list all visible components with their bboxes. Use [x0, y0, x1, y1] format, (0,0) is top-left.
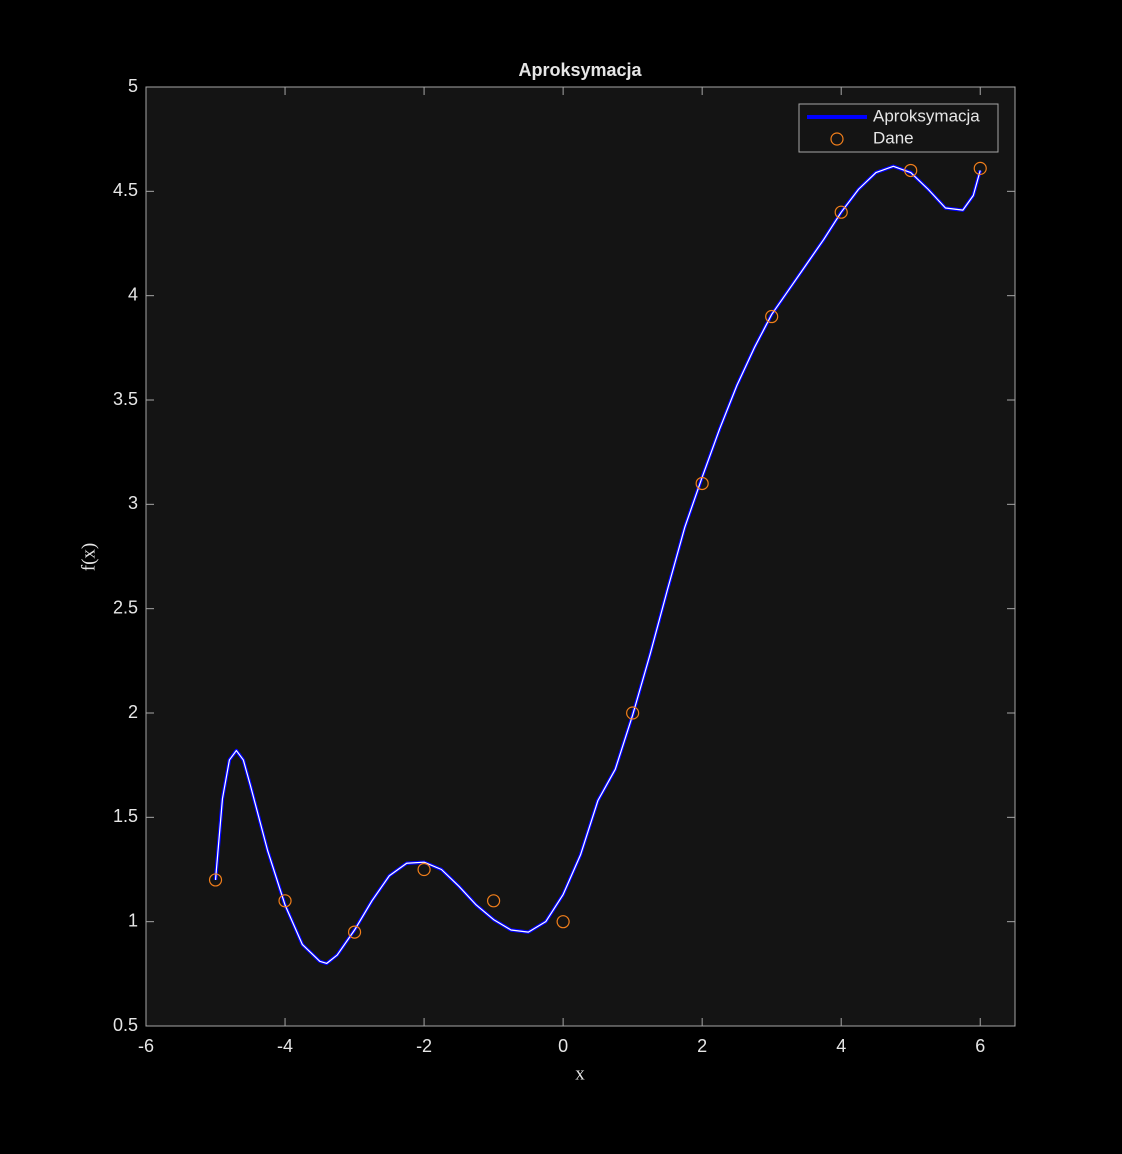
data-point — [347, 925, 362, 939]
y-tick-label: 0.5 — [113, 1015, 138, 1035]
data-point — [973, 161, 987, 175]
data-point — [208, 873, 223, 887]
line — [214, 165, 981, 964]
chart-title: Aproksymacja — [518, 60, 642, 80]
y-tick-label: 4.5 — [113, 180, 138, 200]
legend-label: Aproksymacja — [873, 106, 980, 125]
x-tick-label: -4 — [277, 1036, 293, 1056]
x-axis-label: x — [575, 1063, 585, 1084]
data-point — [278, 894, 292, 908]
y-tick-label: 1.5 — [113, 806, 138, 826]
x-tick-label: 6 — [975, 1036, 985, 1056]
data-point — [834, 205, 848, 219]
x-tick-label: 4 — [836, 1036, 846, 1056]
data-point — [487, 894, 501, 908]
plot-area — [145, 86, 1016, 1027]
x-tick-label: -6 — [138, 1036, 154, 1056]
data-point — [904, 163, 918, 178]
x-tick-label: -2 — [416, 1036, 432, 1056]
data-point — [626, 706, 640, 720]
y-tick-label: 3.5 — [113, 389, 138, 409]
data-point — [695, 476, 709, 491]
y-tick-label: 4 — [128, 284, 138, 304]
data-point — [556, 915, 570, 929]
x-tick-label: 0 — [558, 1036, 568, 1056]
legend-box — [798, 103, 999, 153]
y-tick-label: 2 — [128, 702, 138, 722]
x-tick-label: 2 — [697, 1036, 707, 1056]
legend-swatch — [830, 132, 844, 146]
y-tick-label: 3 — [128, 493, 138, 513]
legend-label: Dane — [873, 128, 914, 147]
y-axis-label: f(x) — [78, 543, 99, 571]
y-tick-label: 5 — [128, 76, 138, 96]
data-point — [417, 862, 431, 877]
y-tick-label: 1 — [128, 910, 138, 930]
y-tick-label: 2.5 — [113, 597, 138, 617]
data-point — [765, 309, 779, 324]
